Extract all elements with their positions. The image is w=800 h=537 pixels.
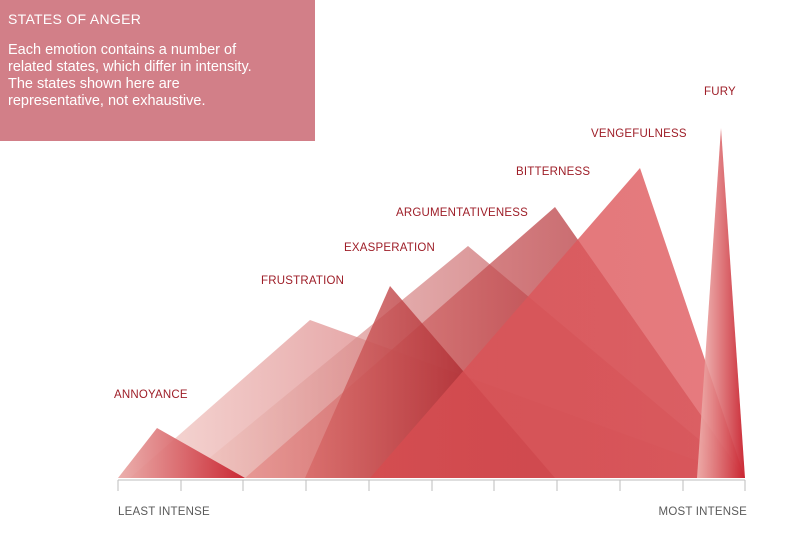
state-label-vengefulness: VENGEFULNESS [591, 128, 687, 140]
info-text-line: The states shown here are [8, 76, 180, 92]
intensity-axis-ticks [117, 480, 746, 491]
info-title: STATES OF ANGER [8, 11, 142, 27]
info-text-line: representative, not exhaustive. [8, 93, 206, 109]
axis-label-least-intense: LEAST INTENSE [118, 506, 210, 518]
state-label-bitterness: BITTERNESS [516, 166, 590, 178]
state-label-annoyance: ANNOYANCE [114, 389, 188, 401]
state-label-exasperation: EXASPERATION [344, 242, 435, 254]
state-shape-annoyance [118, 428, 245, 478]
axis-label-most-intense: MOST INTENSE [659, 506, 748, 518]
state-shape-vengefulness [370, 168, 745, 478]
state-label-frustration: FRUSTRATION [261, 275, 344, 287]
info-text-line: Each emotion contains a number of [8, 42, 237, 58]
state-label-argumentativeness: ARGUMENTATIVENESS [396, 207, 528, 219]
info-text-line: related states, which differ in intensit… [8, 59, 252, 75]
info-box: STATES OF ANGER Each emotion contains a … [0, 0, 315, 141]
state-shape-fury [697, 128, 745, 478]
state-label-fury: FURY [704, 86, 736, 98]
